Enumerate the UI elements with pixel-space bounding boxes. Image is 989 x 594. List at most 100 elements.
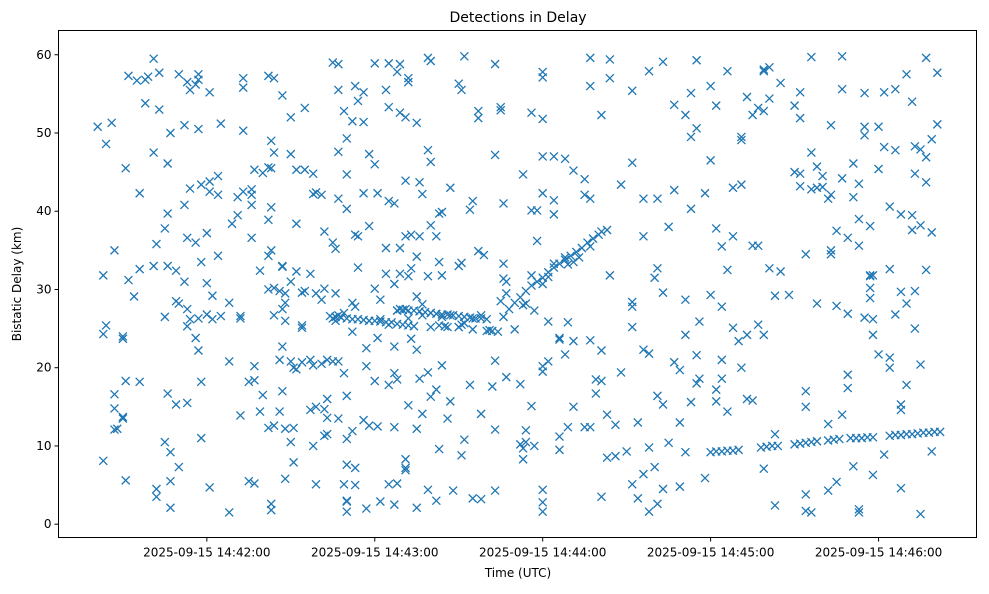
data-point: [529, 306, 539, 316]
data-point: [238, 187, 248, 197]
data-point: [717, 355, 727, 365]
data-point: [764, 263, 774, 273]
data-point: [437, 270, 447, 280]
data-point: [588, 234, 598, 244]
data-point: [694, 374, 704, 384]
data-point: [832, 301, 842, 311]
data-point: [658, 400, 668, 409]
data-point: [736, 180, 746, 190]
data-point: [403, 271, 413, 281]
data-point: [529, 441, 539, 451]
data-point: [927, 134, 937, 144]
data-point: [434, 257, 444, 267]
data-point: [764, 94, 774, 104]
data-point: [333, 85, 343, 95]
data-point: [392, 67, 402, 77]
x-tick-label: 2025-09-15 14:44:00: [479, 546, 606, 560]
data-point: [680, 110, 690, 120]
data-point: [826, 245, 836, 255]
data-point: [182, 398, 192, 408]
data-point: [305, 355, 315, 365]
data-point: [675, 482, 685, 492]
data-point: [826, 190, 836, 200]
data-point: [711, 385, 721, 395]
data-point: [423, 485, 433, 495]
data-point: [238, 83, 248, 93]
data-point: [459, 51, 469, 61]
data-point: [370, 376, 380, 386]
data-point: [476, 409, 486, 419]
data-point: [129, 292, 139, 301]
data-point: [384, 196, 394, 206]
data-point: [499, 259, 508, 269]
data-point: [459, 435, 469, 445]
y-tick-label: 50: [36, 126, 51, 140]
data-point: [311, 402, 321, 412]
data-point: [706, 81, 716, 91]
data-point: [224, 298, 234, 308]
data-point: [395, 243, 405, 253]
data-point: [837, 410, 847, 420]
data-point: [692, 378, 702, 388]
data-point: [174, 69, 184, 79]
data-point: [854, 508, 864, 517]
data-point: [255, 266, 265, 276]
data-point: [706, 290, 716, 300]
data-point: [384, 58, 394, 68]
data-point: [832, 226, 842, 236]
data-point: [238, 73, 248, 83]
data-point: [373, 333, 383, 343]
data-point: [549, 152, 559, 161]
data-point: [555, 445, 564, 455]
data-point: [196, 377, 206, 387]
data-point: [476, 494, 486, 504]
data-point: [644, 349, 654, 359]
data-point: [269, 310, 279, 320]
data-point: [868, 314, 878, 324]
data-point: [597, 110, 606, 120]
data-point: [286, 356, 296, 366]
data-point: [538, 279, 548, 289]
data-point: [927, 446, 937, 456]
data-point: [605, 270, 615, 280]
data-point: [566, 251, 576, 261]
data-point: [423, 271, 433, 281]
data-point: [403, 77, 413, 87]
data-point: [328, 58, 338, 68]
data-point: [865, 293, 875, 303]
data-point: [585, 194, 595, 204]
data-point: [353, 231, 363, 241]
data-point: [571, 247, 581, 257]
data-point: [182, 77, 192, 87]
data-point: [916, 360, 925, 370]
data-point: [443, 414, 452, 424]
data-point: [860, 88, 870, 98]
data-point: [286, 112, 296, 122]
data-point: [860, 130, 870, 140]
data-point: [700, 473, 710, 483]
data-point: [602, 225, 612, 235]
data-point: [317, 359, 327, 369]
data-point: [907, 97, 917, 107]
data-point: [163, 209, 173, 219]
data-point: [784, 290, 794, 300]
data-point: [216, 119, 226, 129]
data-point: [823, 419, 833, 429]
data-point: [868, 270, 878, 280]
data-point: [826, 249, 836, 259]
data-point: [860, 122, 870, 132]
data-point: [381, 85, 391, 95]
data-point: [437, 207, 447, 217]
data-point: [501, 288, 511, 298]
data-point: [247, 190, 257, 200]
data-point: [389, 422, 399, 432]
data-point: [490, 59, 500, 69]
data-point: [753, 103, 763, 113]
data-point: [818, 182, 828, 192]
data-point: [98, 270, 108, 280]
data-point: [258, 390, 268, 400]
data-point: [717, 302, 727, 312]
data-point: [154, 105, 164, 114]
data-point: [286, 437, 296, 447]
data-point: [848, 159, 858, 168]
